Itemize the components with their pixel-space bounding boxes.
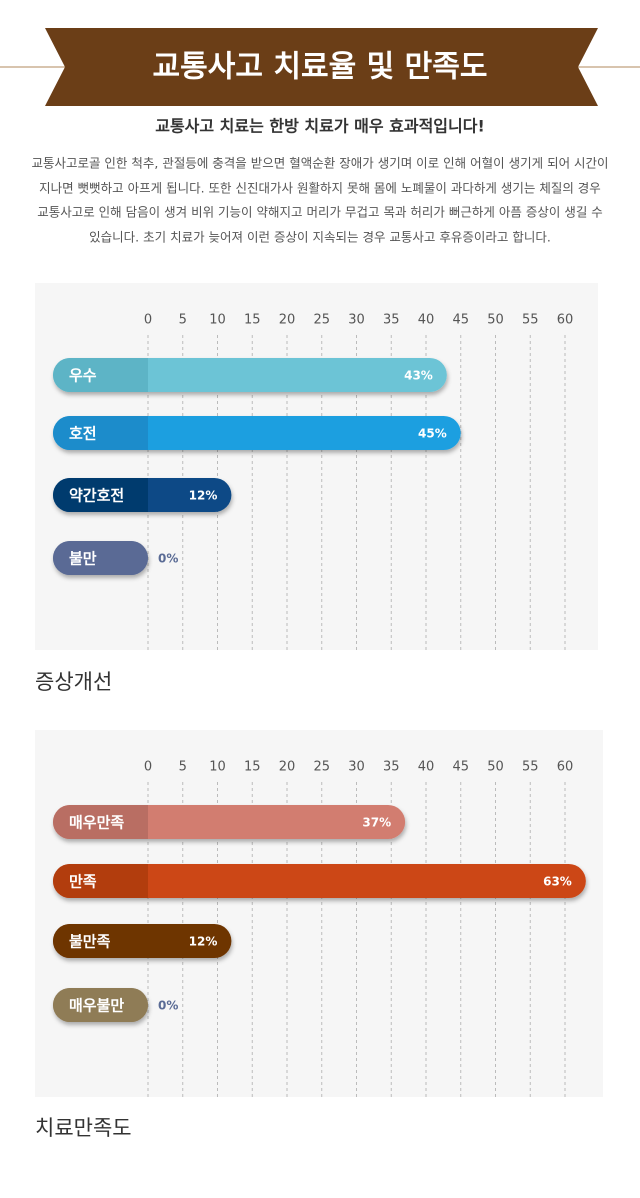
bar-group — [53, 541, 148, 575]
bar-label-box — [53, 864, 148, 898]
paragraph-line: 있습니다. 초기 치료가 늦어져 이런 증상이 지속되는 경우 교통사고 후유증… — [89, 230, 551, 245]
bar-label-box — [131, 478, 148, 512]
x-tick-label: 40 — [418, 760, 435, 775]
bar-group — [53, 358, 447, 392]
x-tick-label: 50 — [487, 760, 504, 775]
value-label: 0% — [158, 552, 178, 566]
value-label: 43% — [404, 369, 433, 383]
chart-panel — [35, 283, 598, 650]
paragraph-line: 지나면 뻣뻣하고 아프게 됩니다. 또한 신진대가사 원활하지 못해 몸에 노폐… — [39, 181, 601, 196]
bar — [53, 358, 447, 392]
value-label: 12% — [189, 935, 218, 949]
x-tick-label: 55 — [522, 760, 539, 775]
x-tick-label: 15 — [244, 760, 261, 775]
x-tick-label: 60 — [557, 313, 574, 328]
x-tick-label: 30 — [348, 760, 365, 775]
banner — [45, 28, 598, 106]
category-label: 약간호전 — [69, 487, 124, 505]
chart-panel — [35, 730, 603, 1097]
x-tick-label: 0 — [144, 760, 152, 775]
chart-title: 증상개선 — [35, 670, 112, 694]
bar-label-box — [131, 416, 148, 450]
value-label: 0% — [158, 999, 178, 1013]
x-tick-label: 50 — [487, 313, 504, 328]
category-label: 우수 — [69, 367, 97, 385]
bar-label-box — [131, 864, 148, 898]
category-label: 호전 — [69, 425, 97, 443]
bar-label-box — [53, 988, 148, 1022]
bar-label-box — [131, 805, 148, 839]
x-tick-label: 45 — [452, 313, 469, 328]
x-tick-label: 15 — [244, 313, 261, 328]
bar-label-box — [53, 478, 148, 512]
subtitle: 교통사고 치료는 한방 치료가 매우 효과적입니다! — [155, 117, 485, 136]
category-label: 매우불만 — [69, 997, 124, 1015]
x-tick-label: 0 — [144, 313, 152, 328]
value-label: 37% — [362, 816, 391, 830]
x-tick-label: 30 — [348, 313, 365, 328]
x-tick-label: 35 — [383, 760, 400, 775]
bar — [53, 864, 586, 898]
x-tick-label: 25 — [313, 760, 330, 775]
bar-label-box — [131, 358, 148, 392]
x-tick-label: 20 — [279, 313, 296, 328]
bar-group — [53, 864, 586, 898]
x-tick-label: 10 — [209, 760, 226, 775]
bar-group — [53, 416, 461, 450]
x-tick-label: 5 — [179, 760, 187, 775]
x-tick-label: 45 — [452, 760, 469, 775]
category-label: 매우만족 — [69, 814, 124, 832]
value-label: 45% — [418, 427, 447, 441]
x-tick-label: 10 — [209, 313, 226, 328]
page-title: 교통사고 치료율 및 만족도 — [153, 50, 488, 85]
bar-label-box — [53, 416, 148, 450]
x-tick-label: 5 — [179, 313, 187, 328]
bar-label-box — [53, 358, 148, 392]
category-label: 만족 — [69, 873, 97, 891]
bar — [53, 416, 461, 450]
value-label: 63% — [543, 875, 572, 889]
x-tick-label: 60 — [557, 760, 574, 775]
bar-label-box — [53, 924, 148, 958]
bar-group — [53, 924, 232, 958]
category-label: 불만족 — [69, 933, 111, 951]
value-label: 12% — [189, 489, 218, 503]
bar-group — [53, 478, 232, 512]
x-tick-label: 25 — [313, 313, 330, 328]
chart-title: 치료만족도 — [35, 1116, 132, 1140]
category-label: 불만 — [69, 550, 97, 568]
paragraph-line: 교통사고로골 인한 척추, 관절등에 충격을 받으면 혈액순환 장애가 생기며 … — [31, 156, 608, 171]
bar-group — [53, 805, 406, 839]
bar-label-box — [53, 805, 148, 839]
x-tick-label: 35 — [383, 313, 400, 328]
paragraph-line: 교통사고로 인해 담음이 생겨 비위 기능이 약해지고 머리가 무겁고 목과 허… — [37, 205, 603, 220]
bar-label-box — [53, 541, 148, 575]
x-tick-label: 40 — [418, 313, 435, 328]
x-tick-label: 55 — [522, 313, 539, 328]
x-tick-label: 20 — [279, 760, 296, 775]
bar-label-box — [131, 924, 148, 958]
bar-group — [53, 988, 148, 1022]
